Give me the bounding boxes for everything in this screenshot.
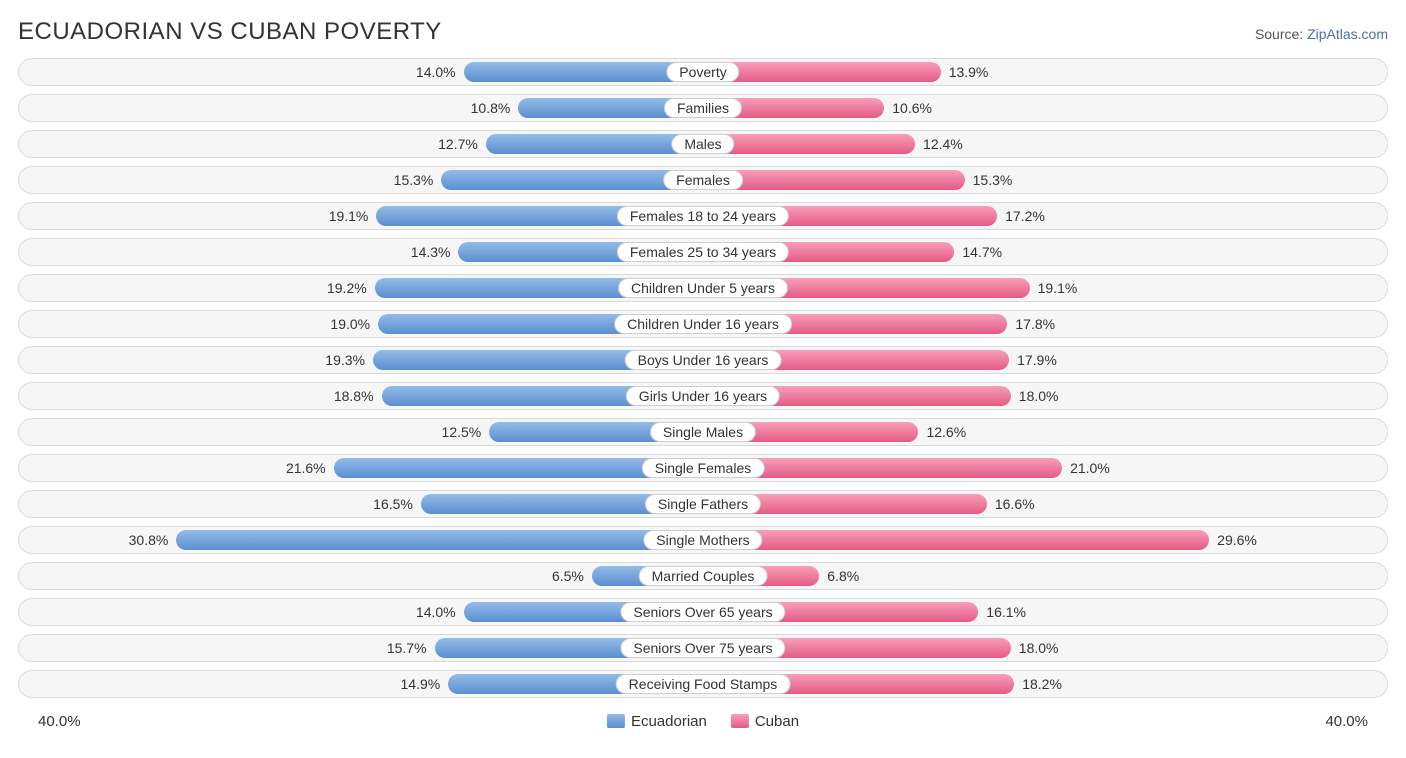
value-label-left: 19.3% [325, 347, 365, 373]
bar-right [703, 134, 915, 154]
value-label-left: 12.5% [442, 419, 482, 445]
category-label: Married Couples [639, 566, 768, 586]
value-label-right: 12.6% [926, 419, 966, 445]
value-label-left: 19.2% [327, 275, 367, 301]
chart-row: 21.6% 21.0% Single Females [18, 454, 1388, 482]
chart-row: 14.3% 14.7% Females 25 to 34 years [18, 238, 1388, 266]
bar-left [176, 530, 703, 550]
chart-row: 14.9% 18.2% Receiving Food Stamps [18, 670, 1388, 698]
chart-rows: 14.0% 13.9% Poverty 10.8% 10.6% Families 12.7%… [0, 58, 1406, 698]
value-label-left: 14.0% [416, 59, 456, 85]
legend-swatch-left [607, 714, 625, 728]
value-label-right: 18.0% [1019, 383, 1059, 409]
legend-label-right: Cuban [755, 713, 799, 730]
chart-row: 12.7% 12.4% Males [18, 130, 1388, 158]
category-label: Single Fathers [645, 494, 761, 514]
chart-row: 18.8% 18.0% Girls Under 16 years [18, 382, 1388, 410]
category-label: Females 25 to 34 years [617, 242, 789, 262]
value-label-right: 17.8% [1015, 311, 1055, 337]
value-label-left: 12.7% [438, 131, 478, 157]
chart-row: 15.3% 15.3% Females [18, 166, 1388, 194]
category-label: Receiving Food Stamps [616, 674, 791, 694]
value-label-left: 10.8% [471, 95, 511, 121]
value-label-left: 14.9% [401, 671, 441, 697]
category-label: Children Under 5 years [618, 278, 788, 298]
chart-row: 14.0% 16.1% Seniors Over 65 years [18, 598, 1388, 626]
chart-source: Source: ZipAtlas.com [1255, 26, 1388, 42]
axis-left-label: 40.0% [38, 713, 81, 730]
value-label-right: 10.6% [892, 95, 932, 121]
chart-row: 14.0% 13.9% Poverty [18, 58, 1388, 86]
value-label-right: 16.6% [995, 491, 1035, 517]
value-label-left: 15.3% [394, 167, 434, 193]
value-label-right: 19.1% [1038, 275, 1078, 301]
legend-label-left: Ecuadorian [631, 713, 707, 730]
category-label: Girls Under 16 years [626, 386, 780, 406]
chart-row: 12.5% 12.6% Single Males [18, 418, 1388, 446]
value-label-right: 15.3% [973, 167, 1013, 193]
legend-swatch-right [731, 714, 749, 728]
value-label-left: 14.3% [411, 239, 451, 265]
value-label-left: 19.1% [329, 203, 369, 229]
chart-row: 19.2% 19.1% Children Under 5 years [18, 274, 1388, 302]
chart-legend: Ecuadorian Cuban [607, 713, 799, 730]
category-label: Seniors Over 75 years [620, 638, 785, 658]
category-label: Single Males [650, 422, 756, 442]
value-label-left: 6.5% [552, 563, 584, 589]
source-prefix: Source: [1255, 26, 1307, 42]
chart-row: 19.1% 17.2% Females 18 to 24 years [18, 202, 1388, 230]
category-label: Females 18 to 24 years [617, 206, 789, 226]
chart-title: ECUADORIAN VS CUBAN POVERTY [18, 18, 442, 46]
value-label-left: 16.5% [373, 491, 413, 517]
value-label-right: 6.8% [827, 563, 859, 589]
value-label-right: 14.7% [962, 239, 1002, 265]
category-label: Families [664, 98, 742, 118]
value-label-right: 13.9% [949, 59, 989, 85]
category-label: Single Females [642, 458, 765, 478]
category-label: Females [663, 170, 743, 190]
bar-right [703, 530, 1209, 550]
value-label-right: 17.2% [1005, 203, 1045, 229]
value-label-left: 30.8% [129, 527, 169, 553]
legend-item-left: Ecuadorian [607, 713, 707, 730]
source-link[interactable]: ZipAtlas.com [1307, 26, 1388, 42]
value-label-left: 21.6% [286, 455, 326, 481]
legend-item-right: Cuban [731, 713, 799, 730]
poverty-diverging-chart: ECUADORIAN VS CUBAN POVERTY Source: ZipA… [0, 0, 1406, 756]
value-label-right: 29.6% [1217, 527, 1257, 553]
chart-row: 6.5% 6.8% Married Couples [18, 562, 1388, 590]
category-label: Boys Under 16 years [625, 350, 782, 370]
value-label-left: 19.0% [330, 311, 370, 337]
value-label-left: 14.0% [416, 599, 456, 625]
value-label-right: 21.0% [1070, 455, 1110, 481]
axis-right-label: 40.0% [1325, 713, 1368, 730]
chart-row: 10.8% 10.6% Families [18, 94, 1388, 122]
chart-row: 19.0% 17.8% Children Under 16 years [18, 310, 1388, 338]
value-label-right: 17.9% [1017, 347, 1057, 373]
chart-footer: 40.0% Ecuadorian Cuban 40.0% [0, 706, 1406, 746]
value-label-right: 18.0% [1019, 635, 1059, 661]
value-label-left: 15.7% [387, 635, 427, 661]
category-label: Males [671, 134, 734, 154]
category-label: Children Under 16 years [614, 314, 792, 334]
chart-row: 15.7% 18.0% Seniors Over 75 years [18, 634, 1388, 662]
chart-row: 16.5% 16.6% Single Fathers [18, 490, 1388, 518]
value-label-left: 18.8% [334, 383, 374, 409]
value-label-right: 18.2% [1022, 671, 1062, 697]
value-label-right: 16.1% [986, 599, 1026, 625]
chart-row: 19.3% 17.9% Boys Under 16 years [18, 346, 1388, 374]
category-label: Seniors Over 65 years [620, 602, 785, 622]
chart-row: 30.8% 29.6% Single Mothers [18, 526, 1388, 554]
category-label: Poverty [666, 62, 739, 82]
category-label: Single Mothers [643, 530, 762, 550]
chart-header: ECUADORIAN VS CUBAN POVERTY Source: ZipA… [0, 10, 1406, 58]
value-label-right: 12.4% [923, 131, 963, 157]
